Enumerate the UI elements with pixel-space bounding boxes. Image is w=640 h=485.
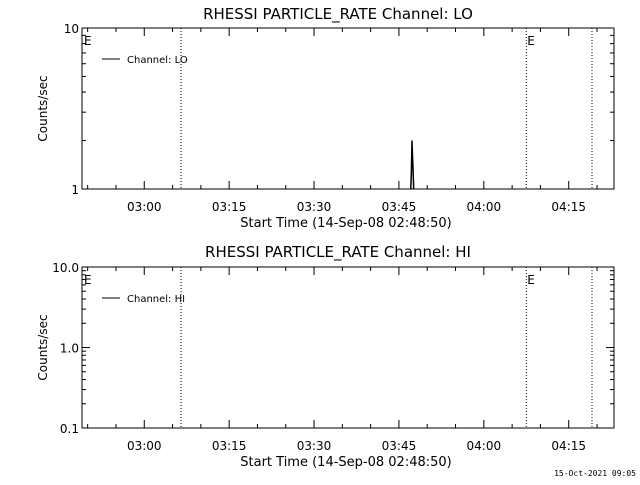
- footer-timestamp: 15-Oct-2021 09:05: [554, 469, 636, 478]
- legend-label: Channel: HI: [127, 294, 185, 305]
- chart-title: RHESSI PARTICLE_RATE Channel: LO: [203, 5, 473, 24]
- x-tick-label: 03:30: [297, 200, 332, 214]
- y-tick-label: 10: [64, 22, 79, 36]
- y-tick-label: 10.0: [52, 261, 79, 275]
- y-tick-label: 1.0: [60, 342, 79, 356]
- x-tick-label: 03:45: [382, 200, 417, 214]
- y-tick-label: 1: [71, 183, 79, 197]
- y-tick-label: 0.1: [60, 422, 79, 436]
- event-marker: E: [84, 34, 92, 48]
- panel-lo: RHESSI PARTICLE_RATE Channel: LO 03:00 03:…: [36, 5, 615, 231]
- legend-label: Channel: LO: [127, 55, 188, 66]
- y-axis-label: Counts/sec: [36, 75, 50, 141]
- x-tick-label: 03:15: [212, 200, 247, 214]
- panel-hi: RHESSI PARTICLE_RATE Channel: HI 03:00 03:…: [36, 243, 615, 470]
- x-tick-label: 03:15: [212, 439, 247, 453]
- y-axis-label: Counts/sec: [36, 314, 50, 380]
- series-line: [410, 140, 415, 190]
- x-tick-label: 04:15: [551, 439, 586, 453]
- x-axis-label: Start Time (14-Sep-08 02:48:50): [240, 455, 451, 470]
- x-tick-label: 03:00: [127, 200, 162, 214]
- x-tick-label: 04:00: [467, 200, 502, 214]
- plot-frame: [81, 27, 615, 190]
- plot-frame: [81, 266, 615, 429]
- event-marker: E: [527, 34, 535, 48]
- event-marker: E: [84, 273, 92, 287]
- x-tick-label: 03:45: [382, 439, 417, 453]
- x-tick-label: 03:30: [297, 439, 332, 453]
- x-axis-label: Start Time (14-Sep-08 02:48:50): [240, 216, 451, 231]
- x-tick-label: 04:15: [551, 200, 586, 214]
- x-tick-label: 04:00: [467, 439, 502, 453]
- event-marker: E: [527, 273, 535, 287]
- x-tick-label: 03:00: [127, 439, 162, 453]
- chart-title: RHESSI PARTICLE_RATE Channel: HI: [205, 243, 471, 262]
